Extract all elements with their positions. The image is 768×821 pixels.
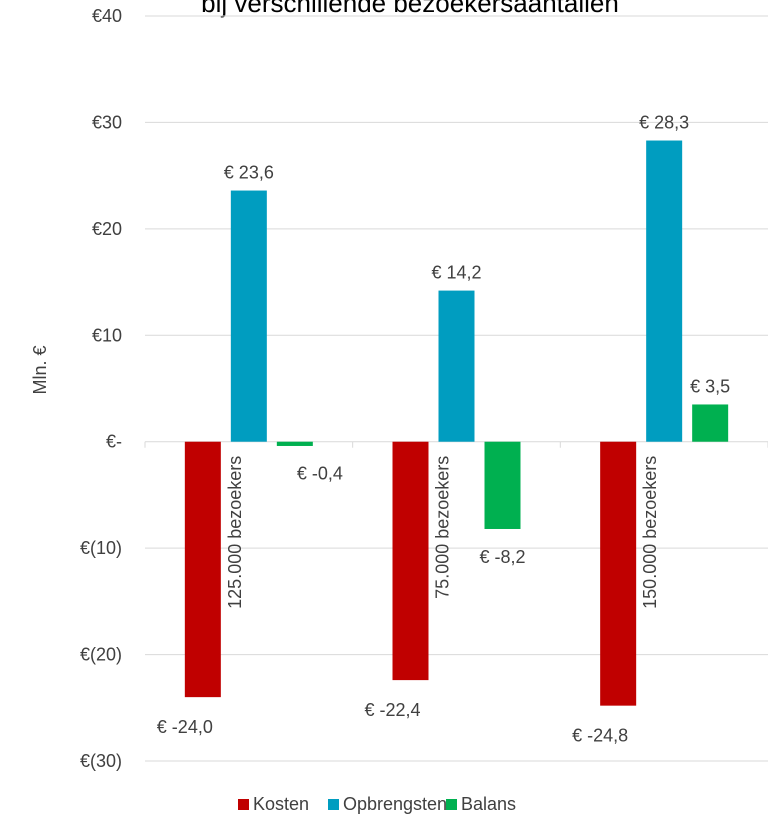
y-tick-label: €(30) — [80, 751, 122, 771]
legend-swatch-kosten — [238, 799, 249, 810]
bar-opbrengsten-3 — [646, 140, 683, 442]
y-tick-label: €(20) — [80, 645, 122, 665]
y-tick-label: €10 — [92, 325, 122, 345]
data-label-kosten-3: € -24,8 — [572, 726, 628, 746]
data-label-kosten-2: € -22,4 — [364, 700, 420, 720]
legend-label-balans: Balans — [461, 794, 516, 814]
legend-swatch-balans — [446, 799, 457, 810]
legend-swatch-opbrengsten — [328, 799, 339, 810]
data-label-kosten-1: € -24,0 — [157, 717, 213, 737]
bar-kosten-3 — [600, 441, 637, 706]
data-label-opbrengsten-1: € 23,6 — [224, 163, 274, 183]
category-labels: 125.000 bezoekers 75.000 bezoekers 150.000… — [225, 456, 660, 609]
y-axis-ticks: €40 €30 €20 €10 €- €(10) €(20) €(30) — [80, 6, 122, 771]
bar-kosten-2 — [392, 441, 429, 681]
legend: Kosten Opbrengsten Balans — [238, 794, 516, 814]
bar-balans-1 — [276, 441, 313, 446]
y-tick-label: €20 — [92, 219, 122, 239]
y-tick-label: €(10) — [80, 538, 122, 558]
legend-label-opbrengsten: Opbrengsten — [343, 794, 447, 814]
category-label-2: 75.000 bezoekers — [433, 456, 453, 599]
y-tick-label: €30 — [92, 112, 122, 132]
bars — [184, 140, 729, 706]
y-tick-label: €- — [106, 432, 122, 452]
bar-opbrengsten-1 — [230, 190, 267, 442]
bar-kosten-1 — [184, 441, 221, 698]
data-label-balans-1: € -0,4 — [297, 464, 343, 484]
y-tick-label: €40 — [92, 6, 122, 26]
data-label-balans-3: € 3,5 — [690, 376, 730, 396]
data-label-opbrengsten-2: € 14,2 — [431, 263, 481, 283]
data-label-opbrengsten-3: € 28,3 — [639, 113, 689, 133]
data-label-balans-2: € -8,2 — [479, 547, 525, 567]
legend-label-kosten: Kosten — [253, 794, 309, 814]
y-axis-label: Mln. € — [30, 345, 50, 394]
data-labels: € -24,0 € 23,6 € -0,4 € -22,4 € 14,2 € -8,2 € … — [157, 113, 730, 746]
bar-balans-2 — [484, 441, 521, 529]
category-label-1: 125.000 bezoekers — [225, 456, 245, 609]
bar-balans-3 — [692, 404, 729, 442]
bar-opbrengsten-2 — [438, 290, 475, 442]
chart-title: bij verschillende bezoekersaantallen — [201, 0, 619, 18]
category-label-3: 150.000 bezoekers — [640, 456, 660, 609]
